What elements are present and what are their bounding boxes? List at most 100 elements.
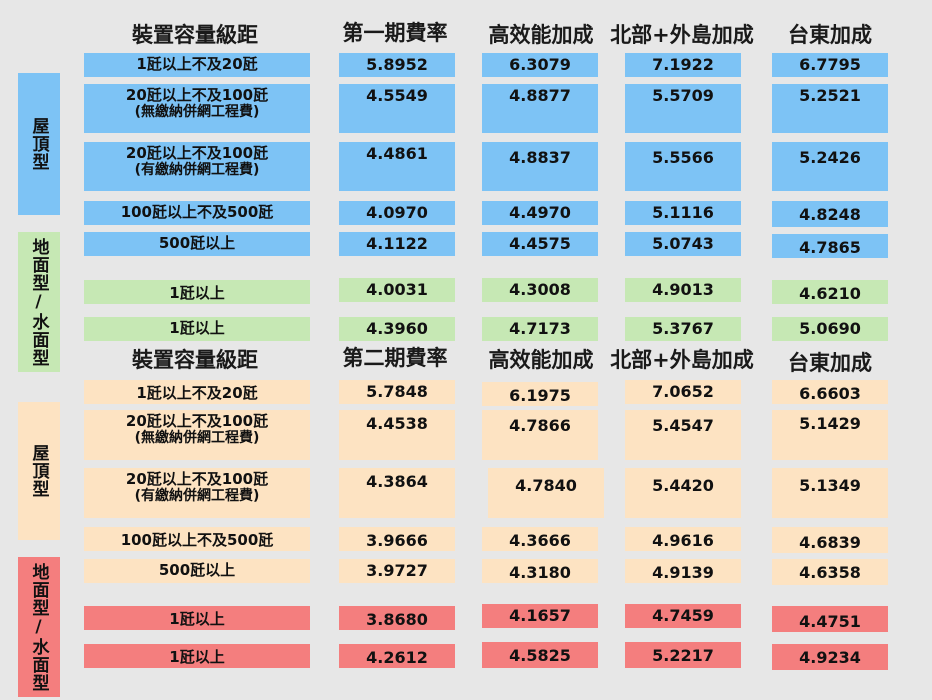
top-row-2-north: 5.5566 [625, 142, 741, 191]
top-row-3-efficiency: 4.4970 [482, 201, 598, 225]
label-text: 1瓩以上 [169, 648, 225, 666]
bottom-row-5-rate: 3.8680 [339, 606, 455, 630]
label-text: 1瓩以上不及20瓩 [136, 55, 258, 73]
value-text: 5.1116 [652, 203, 714, 222]
bottom-row-4-north: 4.9139 [625, 559, 741, 583]
value-text: 4.1657 [509, 606, 571, 625]
value-text: 5.0743 [652, 234, 714, 253]
label-subtext: (無繳納併網工程費) [134, 430, 260, 446]
bottom-row-1-north: 5.4547 [625, 410, 741, 460]
top-group-ground: 地面型/水面型 [18, 232, 60, 372]
bottom-row-4-label: 500瓩以上 [84, 559, 310, 583]
value-text: 5.5566 [652, 148, 714, 167]
label-text: 1瓩以上 [169, 610, 225, 628]
value-text: 4.8877 [509, 86, 571, 105]
value-text: 7.1922 [652, 55, 714, 74]
value-text: 4.4575 [509, 234, 571, 253]
label-text: 20瓩以上不及100瓩 [125, 86, 269, 104]
value-text: 5.5709 [652, 86, 714, 105]
value-text: 4.5825 [509, 646, 571, 665]
value-text: 5.2521 [799, 86, 861, 105]
top-row-1-rate: 4.5549 [339, 84, 455, 133]
top-row-1-north: 5.5709 [625, 84, 741, 133]
bottom-row-6-efficiency: 4.5825 [482, 642, 598, 668]
top-row-2-rate: 4.4861 [339, 142, 455, 191]
value-text: 4.8837 [509, 148, 571, 167]
bottom-row-3-north: 4.9616 [625, 527, 741, 551]
top-row-5-taitung: 4.6210 [772, 280, 888, 304]
bottom-header-efficiency: 高效能加成 [488, 348, 594, 372]
bottom-row-0-taitung: 6.6603 [772, 380, 888, 404]
top-row-1-label: 20瓩以上不及100瓩 (無繳納併網工程費) [84, 84, 310, 133]
bottom-row-1-label: 20瓩以上不及100瓩 (無繳納併網工程費) [84, 410, 310, 460]
label-text: 20瓩以上不及100瓩 [125, 144, 269, 162]
value-text: 5.2217 [652, 646, 714, 665]
label-text: 20瓩以上不及100瓩 [125, 470, 269, 488]
bottom-row-4-efficiency: 4.3180 [482, 559, 598, 583]
bottom-row-2-label: 20瓩以上不及100瓩 (有繳納併網工程費) [84, 468, 310, 518]
bottom-row-6-taitung: 4.9234 [772, 644, 888, 670]
top-header-rate: 第一期費率 [342, 21, 448, 45]
value-text: 4.5549 [366, 86, 428, 105]
value-text: 4.0970 [366, 203, 428, 222]
top-row-2-taitung: 5.2426 [772, 142, 888, 191]
label-text: 1瓩以上 [169, 284, 225, 302]
bottom-row-3-efficiency: 4.3666 [482, 527, 598, 551]
value-text: 4.6210 [799, 284, 861, 303]
value-text: 6.1975 [509, 386, 571, 405]
value-text: 7.0652 [652, 382, 714, 401]
label-subtext: (有繳納併網工程費) [134, 488, 260, 504]
top-row-1-efficiency: 4.8877 [482, 84, 598, 133]
bottom-row-3-taitung: 4.6839 [772, 527, 888, 553]
label-text: 1瓩以上不及20瓩 [136, 384, 258, 402]
top-row-3-taitung: 4.8248 [772, 201, 888, 227]
top-row-4-north: 5.0743 [625, 232, 741, 256]
top-row-0-taitung: 6.7795 [772, 53, 888, 77]
value-text: 5.7848 [366, 382, 428, 401]
bottom-group-rooftop: 屋頂型 [18, 402, 60, 540]
value-text: 6.6603 [799, 384, 861, 403]
value-text: 4.8248 [799, 205, 861, 224]
bottom-row-2-north: 5.4420 [625, 468, 741, 518]
top-group-rooftop: 屋頂型 [18, 73, 60, 215]
top-row-6-label: 1瓩以上 [84, 317, 310, 341]
value-text: 4.1122 [366, 234, 428, 253]
top-row-5-efficiency: 4.3008 [482, 278, 598, 302]
value-text: 4.9616 [652, 531, 714, 550]
top-row-0-north: 7.1922 [625, 53, 741, 77]
top-row-4-efficiency: 4.4575 [482, 232, 598, 256]
value-text: 4.4538 [366, 414, 428, 433]
top-row-1-taitung: 5.2521 [772, 84, 888, 133]
bottom-header-capacity: 裝置容量級距 [132, 348, 258, 372]
top-row-3-label: 100瓩以上不及500瓩 [84, 201, 310, 225]
top-group-ground-label: 地面型/水面型 [28, 237, 49, 367]
value-text: 4.7173 [509, 319, 571, 338]
bottom-row-6-north: 5.2217 [625, 642, 741, 668]
value-text: 5.1429 [799, 414, 861, 433]
bottom-header-taitung: 台東加成 [788, 351, 872, 375]
value-text: 5.4420 [652, 476, 714, 495]
label-text: 100瓩以上不及500瓩 [120, 203, 274, 221]
bottom-row-3-rate: 3.9666 [339, 527, 455, 551]
bottom-row-5-efficiency: 4.1657 [482, 604, 598, 628]
value-text: 4.3008 [509, 280, 571, 299]
top-row-0-efficiency: 6.3079 [482, 53, 598, 77]
top-header-efficiency: 高效能加成 [488, 23, 594, 47]
value-text: 4.4861 [366, 144, 428, 163]
label-subtext: (有繳納併網工程費) [134, 162, 260, 178]
bottom-row-1-rate: 4.4538 [339, 410, 455, 460]
top-row-2-label: 20瓩以上不及100瓩 (有繳納併網工程費) [84, 142, 310, 191]
bottom-group-rooftop-label: 屋頂型 [28, 444, 49, 498]
value-text: 4.6839 [799, 533, 861, 552]
bottom-row-5-north: 4.7459 [625, 604, 741, 628]
bottom-row-6-rate: 4.2612 [339, 644, 455, 668]
top-row-0-rate: 5.8952 [339, 53, 455, 77]
value-text: 4.6358 [799, 563, 861, 582]
top-row-6-north: 5.3767 [625, 317, 741, 341]
bottom-header-rate: 第二期費率 [342, 346, 448, 370]
label-text: 500瓩以上 [158, 234, 236, 252]
top-row-3-north: 5.1116 [625, 201, 741, 225]
bottom-header-north-islands: 北部+外島加成 [610, 348, 754, 372]
value-text: 5.8952 [366, 55, 428, 74]
value-text: 6.7795 [799, 55, 861, 74]
